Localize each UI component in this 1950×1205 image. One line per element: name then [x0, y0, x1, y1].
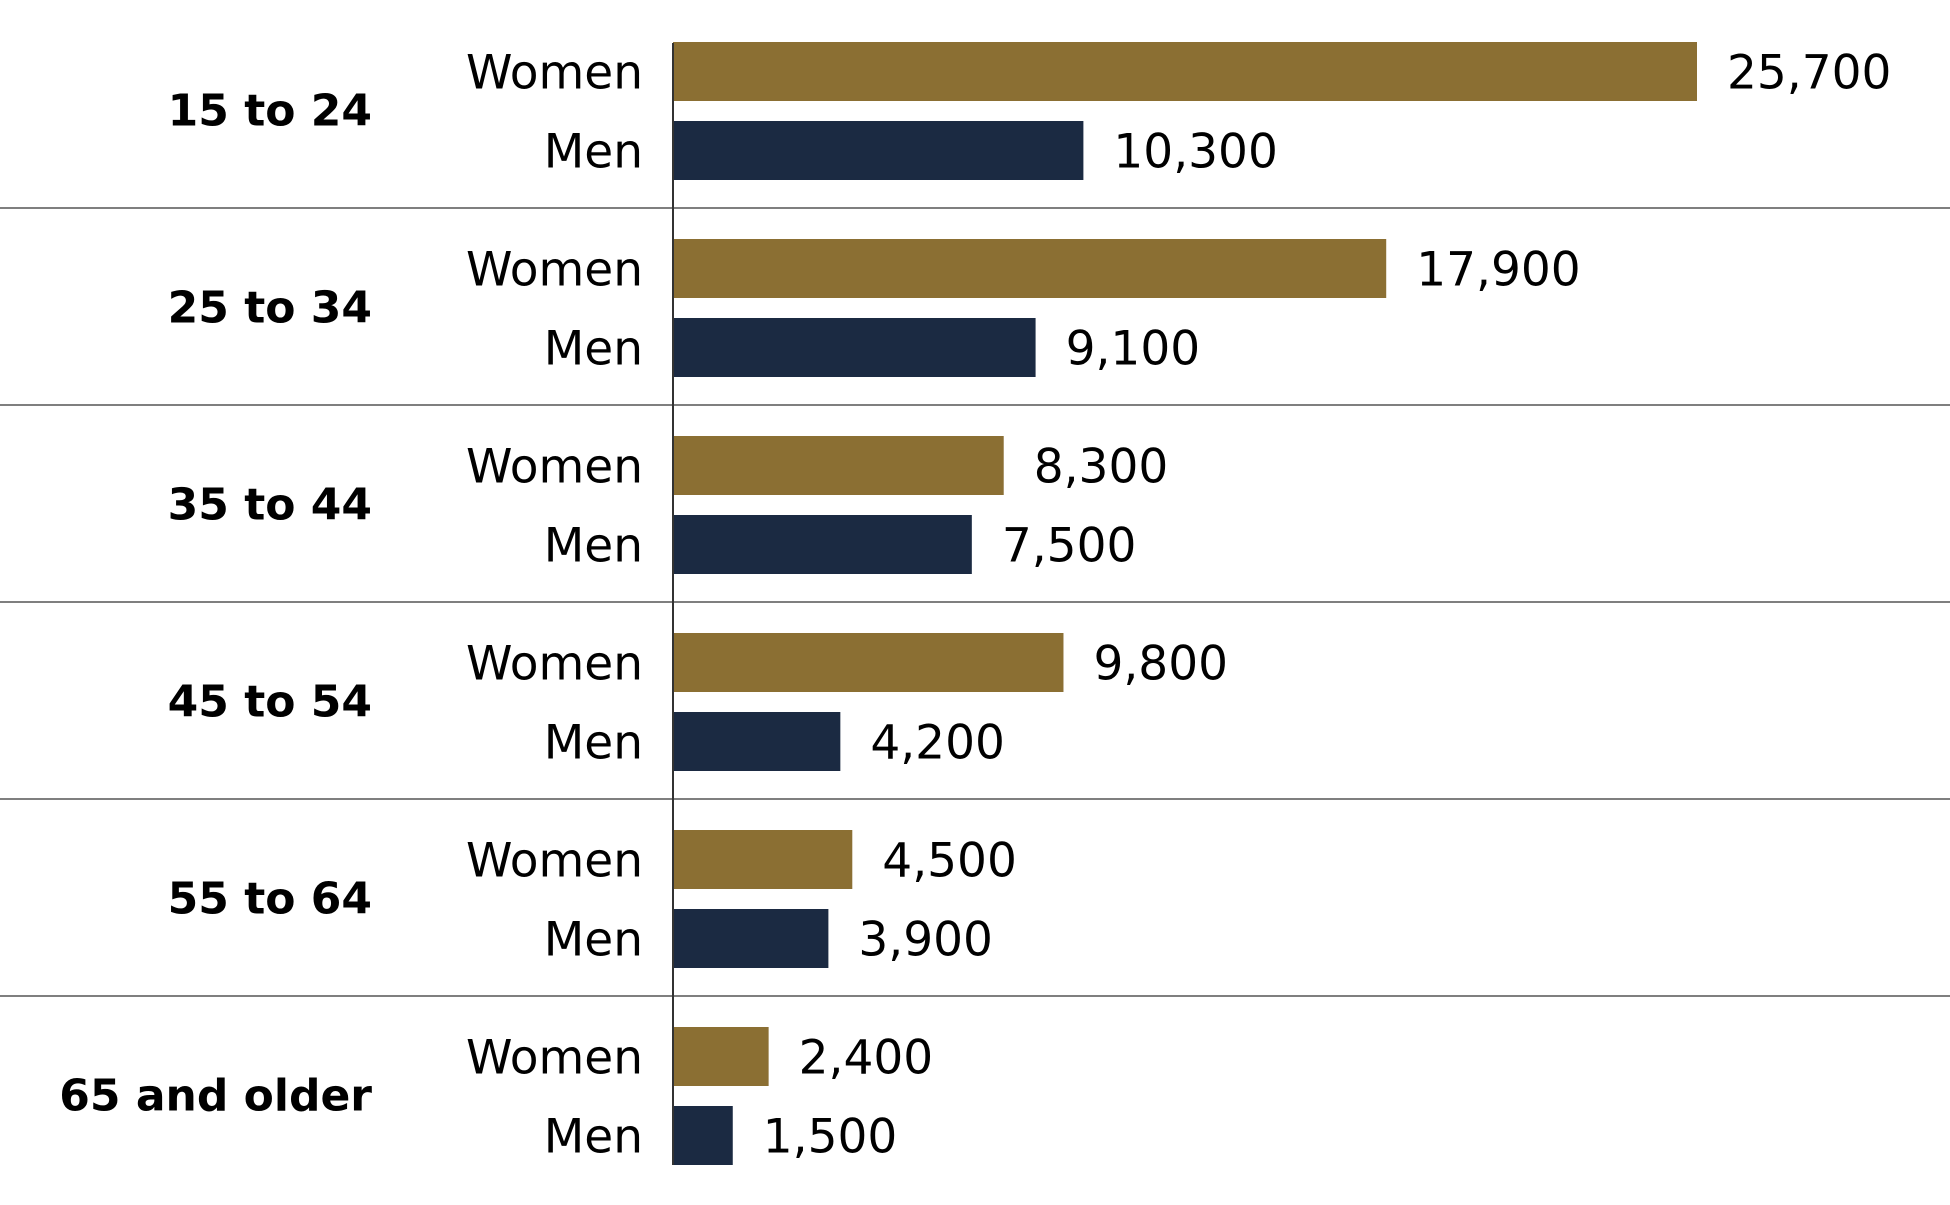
series-label: Men	[544, 125, 643, 180]
bar	[673, 909, 829, 968]
data-label: 7,500	[1002, 519, 1137, 574]
series-label: Men	[544, 519, 643, 574]
data-label: 9,100	[1066, 322, 1201, 377]
series-label: Women	[466, 46, 643, 101]
bar	[673, 318, 1036, 377]
series-label: Men	[544, 913, 643, 968]
data-label: 3,900	[858, 913, 993, 968]
series-label: Men	[544, 322, 643, 377]
data-label: 4,500	[882, 834, 1017, 889]
bar	[673, 830, 853, 889]
series-label: Men	[544, 1110, 643, 1165]
series-label: Women	[466, 1031, 643, 1086]
data-label: 10,300	[1113, 125, 1277, 180]
category-group: 65 and older Women 2,400 Men 1,500	[59, 1027, 933, 1165]
category-label: 15 to 24	[168, 86, 372, 137]
category-group: 25 to 34 Women 17,900 Men 9,100	[168, 239, 1581, 377]
series-label: Men	[544, 716, 643, 771]
category-group: 45 to 54 Women 9,800 Men 4,200	[168, 633, 1228, 771]
category-label: 55 to 64	[168, 874, 372, 925]
category-label: 45 to 54	[168, 677, 372, 728]
data-label: 4,200	[870, 716, 1005, 771]
data-label: 9,800	[1093, 637, 1228, 692]
series-label: Women	[466, 243, 643, 298]
category-label: 35 to 44	[168, 480, 372, 531]
bar	[673, 515, 972, 574]
series-label: Women	[466, 834, 643, 889]
bar	[673, 436, 1004, 495]
bar	[673, 121, 1084, 180]
bar	[673, 633, 1064, 692]
series-label: Women	[466, 440, 643, 495]
category-group: 35 to 44 Women 8,300 Men 7,500	[168, 436, 1169, 574]
bar	[673, 1027, 769, 1086]
data-label: 1,500	[763, 1110, 898, 1165]
bar	[673, 1106, 733, 1165]
series-label: Women	[466, 637, 643, 692]
bar	[673, 239, 1387, 298]
data-label: 8,300	[1034, 440, 1169, 495]
bar	[673, 712, 841, 771]
category-label: 25 to 34	[168, 283, 372, 334]
data-label: 17,900	[1416, 243, 1580, 298]
data-label: 2,400	[799, 1031, 934, 1086]
category-group: 55 to 64 Women 4,500 Men 3,900	[168, 830, 1017, 968]
category-group: 15 to 24 Women 25,700 Men 10,300	[168, 42, 1891, 180]
category-label: 65 and older	[59, 1071, 372, 1122]
data-label: 25,700	[1727, 46, 1891, 101]
bar	[673, 42, 1697, 101]
